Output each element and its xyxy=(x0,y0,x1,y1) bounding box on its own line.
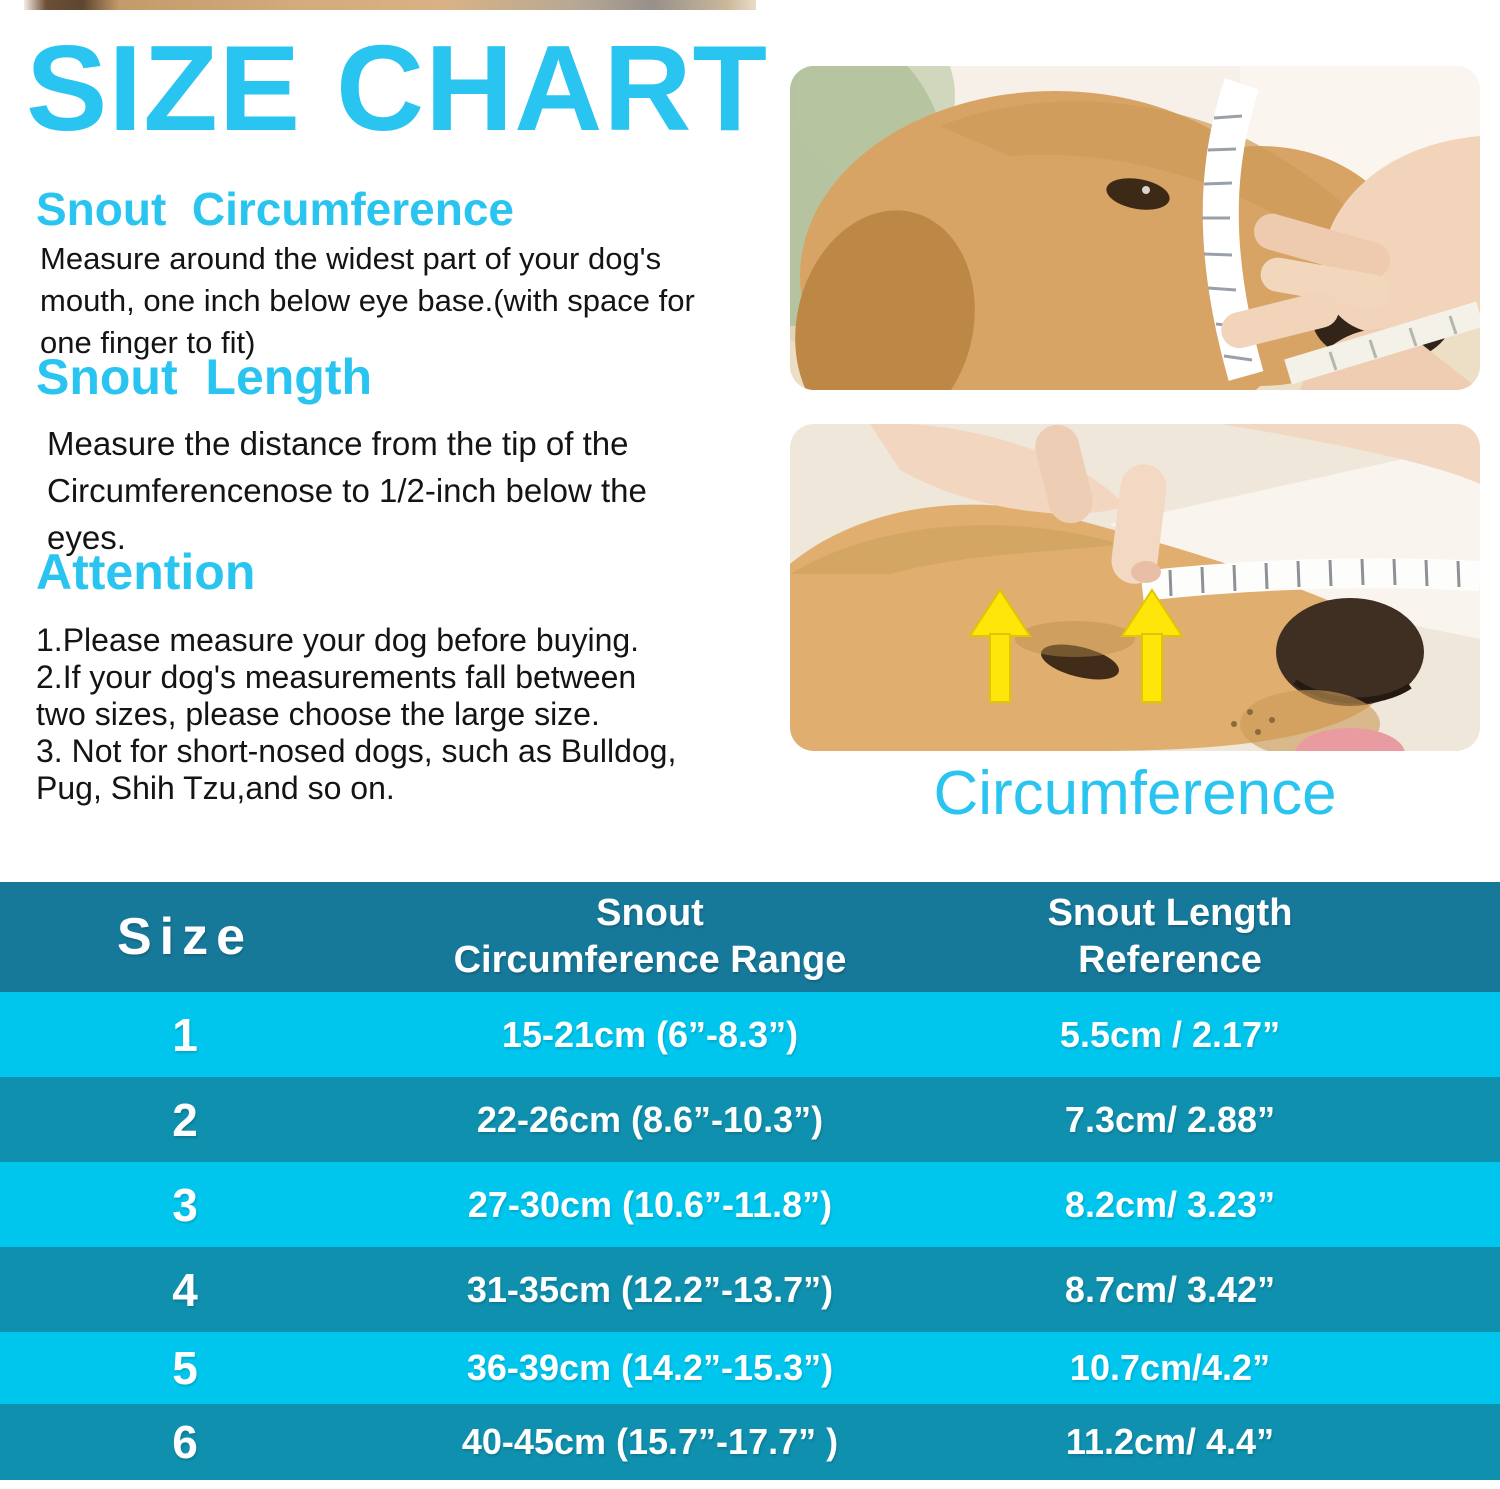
cell-size: 1 xyxy=(172,1008,198,1061)
photo-snout-length-measurement xyxy=(790,424,1480,751)
cell-circumference: 15-21cm (6”-8.3”) xyxy=(501,1013,799,1055)
dog-nose xyxy=(1276,598,1424,706)
cell-length: 5.5cm / 2.17” xyxy=(1059,1013,1281,1055)
heading-snout-circumference: Snout Circumference xyxy=(36,183,514,235)
header-snout-circumference-range: Snout Circumference Range xyxy=(453,892,847,981)
table-row: 6 40-45cm (15.7”-17.7” ) 11.2cm/ 4.4” xyxy=(0,1404,1500,1480)
dog-ear xyxy=(795,210,975,390)
table-row: 4 31-35cm (12.2”-13.7”) 8.7cm/ 3.42” xyxy=(0,1247,1500,1332)
cell-size: 6 xyxy=(172,1416,198,1468)
cell-circumference: 22-26cm (8.6”-10.3”) xyxy=(476,1098,824,1140)
up-arrow-icon xyxy=(1120,588,1184,703)
tape-end xyxy=(1284,301,1480,385)
photo-snout-circumference-measurement xyxy=(790,66,1480,390)
cell-length: 10.7cm/4.2” xyxy=(1069,1347,1271,1388)
cell-size: 4 xyxy=(172,1263,198,1316)
cell-length: 8.7cm/ 3.42” xyxy=(1064,1268,1276,1310)
background-slab xyxy=(1110,442,1480,639)
table-row: 1 15-21cm (6”-8.3”) 5.5cm / 2.17” xyxy=(0,992,1500,1077)
cell-circumference: 40-45cm (15.7”-17.7” ) xyxy=(461,1421,839,1462)
cell-circumference: 27-30cm (10.6”-11.8”) xyxy=(467,1183,833,1225)
page-title: SIZE CHART xyxy=(26,20,768,156)
cell-length: 8.2cm/ 3.23” xyxy=(1064,1183,1276,1225)
dog-circumference-illustration xyxy=(790,66,1480,390)
dog-tongue xyxy=(1295,728,1405,751)
table-row: 3 27-30cm (10.6”-11.8”) 8.2cm/ 3.23” xyxy=(0,1162,1500,1247)
figure-caption-circumference: Circumference xyxy=(933,759,1337,828)
size-table-header-row: Size Snout Circumference Range Snout Len… xyxy=(0,882,1500,992)
dog-eye xyxy=(1106,178,1170,210)
table-row: 5 36-39cm (14.2”-15.3”) 10.7cm/4.2” xyxy=(0,1332,1500,1404)
header-snout-length-reference: Snout Length Reference xyxy=(1047,892,1293,981)
hand xyxy=(870,424,1480,584)
cell-length: 11.2cm/ 4.4” xyxy=(1065,1421,1275,1462)
cell-circumference: 31-35cm (12.2”-13.7”) xyxy=(466,1268,834,1310)
cell-size: 5 xyxy=(172,1342,198,1394)
header-size: Size xyxy=(116,908,254,966)
dog-head xyxy=(790,504,1424,751)
dog-eye xyxy=(1041,644,1119,680)
cell-size: 2 xyxy=(172,1093,198,1146)
measuring-tape xyxy=(1140,558,1480,601)
cell-length: 7.3cm/ 2.88” xyxy=(1064,1098,1276,1140)
size-table-body: 1 15-21cm (6”-8.3”) 5.5cm / 2.17” 2 22-2… xyxy=(0,992,1500,1480)
body-snout-circumference: Measure around the widest part of your d… xyxy=(40,241,695,360)
cell-circumference: 36-39cm (14.2”-15.3”) xyxy=(466,1347,834,1388)
dog-length-illustration xyxy=(790,424,1480,751)
table-row: 2 22-26cm (8.6”-10.3”) 7.3cm/ 2.88” xyxy=(0,1077,1500,1162)
size-table: Size Snout Circumference Range Snout Len… xyxy=(0,882,1500,1480)
cell-size: 3 xyxy=(172,1178,198,1231)
heading-snout-length: Snout Length xyxy=(36,349,373,405)
body-attention: 1.Please measure your dog before buying.… xyxy=(36,622,677,806)
body-snout-length: Measure the distance from the tip of the… xyxy=(47,425,647,556)
top-photo-sliver xyxy=(24,0,756,10)
heading-attention: Attention xyxy=(36,544,256,600)
up-arrow-icon xyxy=(968,588,1032,703)
fingernail xyxy=(1131,561,1161,583)
